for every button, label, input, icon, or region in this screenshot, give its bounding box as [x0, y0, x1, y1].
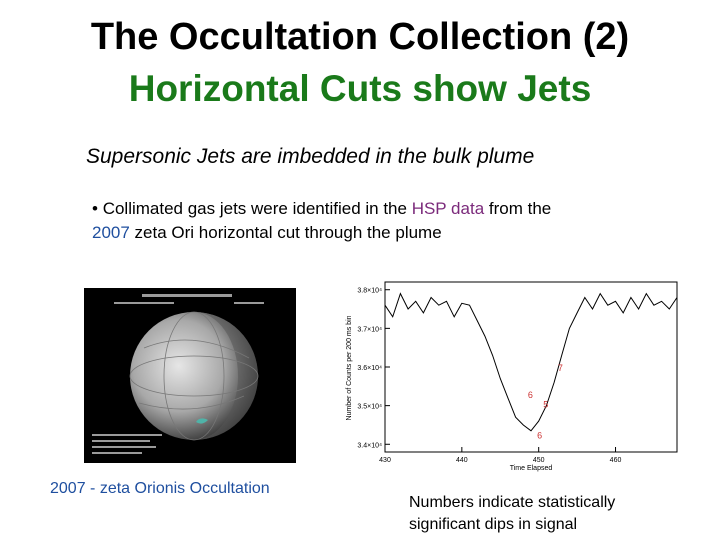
y-tick-label: 3.7×10⁴	[357, 326, 382, 333]
plume-source-marker	[196, 418, 208, 424]
y-tick-label: 3.5×10⁴	[357, 404, 382, 411]
dip-annotation: 7	[558, 363, 563, 373]
dip-annotation: 6	[528, 390, 533, 400]
graticule-lines	[129, 311, 259, 441]
bullet-text-3: zeta Ori horizontal cut through the plum…	[129, 223, 442, 242]
chart-caption: Numbers indicate statistically significa…	[409, 494, 616, 533]
bullet-text-1: Collimated gas jets were identified in t…	[102, 199, 412, 218]
y-tick-label: 3.4×10⁴	[357, 442, 382, 449]
bullet-text-2: from the	[484, 199, 552, 218]
chart-svg: 3.4×10⁴ 3.5×10⁴ 3.6×10⁴ 3.7×10⁴ 3.8×10⁴ 430 4…	[346, 281, 678, 472]
x-tick-label: 460	[610, 457, 622, 464]
enceladus-globe-graphic	[84, 288, 296, 463]
y-tick-label: 3.6×10⁴	[357, 365, 382, 372]
x-tick-label: 450	[533, 457, 545, 464]
series-line	[384, 292, 678, 432]
slide-subtitle-green: Horizontal Cuts show Jets	[128, 68, 592, 109]
dip-annotation: 6	[537, 430, 542, 440]
hsp-data-link: HSP data	[411, 199, 485, 218]
plot-frame	[384, 281, 678, 453]
bullet-marker: •	[92, 199, 98, 218]
section-heading: Supersonic Jets are imbedded in the bulk…	[86, 145, 535, 168]
enceladus-image	[84, 288, 296, 463]
image-header-text	[114, 294, 264, 304]
bullet-point: • Collimated gas jets were identified in…	[92, 197, 662, 245]
hsp-lightcurve-chart: 3.4×10⁴ 3.5×10⁴ 3.6×10⁴ 3.7×10⁴ 3.8×10⁴ 430 4…	[345, 278, 685, 473]
image-footer-text	[92, 434, 162, 454]
x-tick-label: 430	[379, 457, 391, 464]
caption-year: 2007	[50, 480, 86, 497]
x-tick-label: 440	[456, 457, 468, 464]
dip-annotation: 5	[543, 400, 548, 410]
y-axis-label: Number of Counts per 200 ms bin	[346, 315, 353, 420]
image-caption: 2007 - zeta Orionis Occultation	[50, 480, 270, 498]
year-highlight: 2007	[92, 223, 130, 242]
slide-title: The Occultation Collection (2)	[90, 16, 630, 58]
y-tick-label: 3.8×10⁴	[357, 288, 382, 295]
x-axis-label: Time Elapsed	[510, 465, 553, 472]
caption-text: - zeta Orionis Occultation	[85, 480, 270, 497]
